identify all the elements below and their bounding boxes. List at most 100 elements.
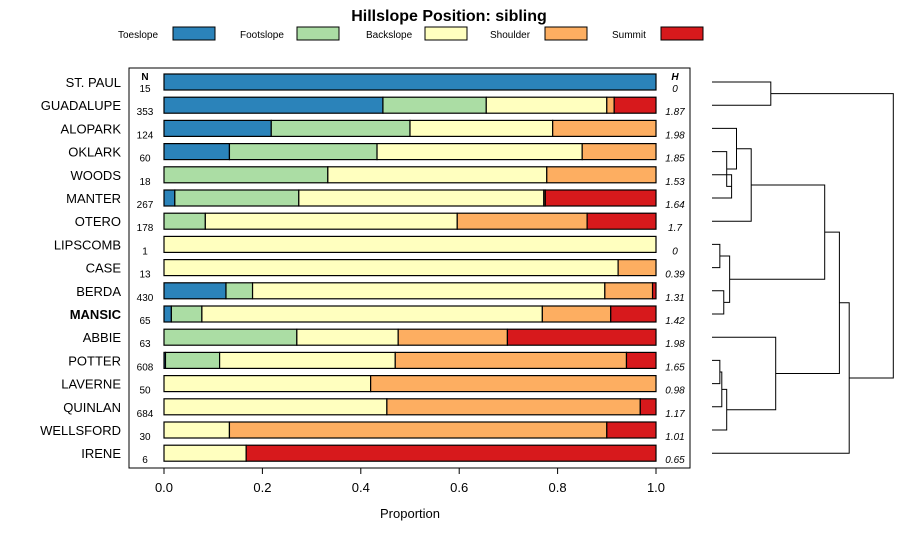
x-tick-label: 1.0 bbox=[647, 480, 665, 495]
n-value: 30 bbox=[139, 432, 151, 443]
row-manter: MANTER 267 1.64 bbox=[66, 189, 685, 211]
bar-segment-toeslope bbox=[163, 96, 384, 114]
x-tick-label: 0.2 bbox=[253, 480, 271, 495]
bar-segment-backslope bbox=[218, 351, 396, 369]
legend-swatch-footslope bbox=[296, 26, 340, 41]
bar-segment-shoulder bbox=[228, 421, 608, 439]
bar-segment-shoulder bbox=[386, 398, 641, 416]
bar-segment-backslope bbox=[298, 189, 545, 207]
row-woods: WOODS 18 1.53 bbox=[70, 166, 685, 188]
h-value: 1.98 bbox=[665, 339, 685, 350]
bar-segment-backslope bbox=[296, 328, 399, 346]
series-label: WOODS bbox=[70, 168, 121, 183]
bar-segment-footslope bbox=[170, 305, 203, 323]
legend-label-summit: Summit bbox=[612, 30, 646, 41]
series-label: BERDA bbox=[76, 284, 121, 299]
series-label: IRENE bbox=[81, 446, 121, 461]
bar-segment-backslope bbox=[163, 259, 619, 277]
n-value: 50 bbox=[139, 386, 151, 397]
legend-swatch-toeslope bbox=[172, 26, 216, 41]
row-irene: IRENE 6 0.65 bbox=[81, 444, 685, 466]
row-wellsford: WELLSFORD 30 1.01 bbox=[40, 421, 685, 443]
h-value: 0.65 bbox=[665, 455, 685, 466]
row-mansic: MANSIC 65 1.42 bbox=[70, 305, 685, 327]
legend-label-backslope: Backslope bbox=[366, 30, 413, 41]
bar-segment-summit bbox=[651, 282, 657, 300]
legend-label-shoulder: Shoulder bbox=[490, 30, 531, 41]
series-label: POTTER bbox=[68, 353, 121, 368]
bar-segment-footslope bbox=[174, 189, 300, 207]
n-value: 684 bbox=[137, 409, 154, 420]
legend-label-footslope: Footslope bbox=[240, 30, 284, 41]
h-value: 1.17 bbox=[665, 409, 685, 420]
n-value: 60 bbox=[139, 154, 151, 165]
series-label: ST. PAUL bbox=[66, 75, 121, 90]
row-otero: OTERO 178 1.7 bbox=[75, 212, 682, 234]
row-lipscomb: LIPSCOMB 1 0 bbox=[54, 235, 678, 257]
row-guadalupe: GUADALUPE 353 1.87 bbox=[41, 96, 685, 118]
dendrogram-branch bbox=[712, 302, 850, 454]
bar-segment-shoulder bbox=[394, 351, 628, 369]
bar-segment-toeslope bbox=[163, 143, 231, 161]
h-value: 1.64 bbox=[665, 200, 685, 211]
x-axis-label: Proportion bbox=[380, 506, 440, 521]
dendrogram-branch bbox=[712, 243, 721, 269]
bar-segment-footslope bbox=[163, 212, 206, 230]
row-potter: POTTER 608 1.65 bbox=[68, 351, 685, 373]
dendrogram-branch bbox=[712, 359, 721, 385]
x-tick-label: 0.0 bbox=[155, 480, 173, 495]
row-st-paul: ST. PAUL 15 0 bbox=[66, 73, 678, 95]
bar-segment-backslope bbox=[327, 166, 548, 184]
x-tick-label: 0.8 bbox=[549, 480, 567, 495]
h-value: 1.85 bbox=[665, 154, 685, 165]
x-tick-label: 0.6 bbox=[450, 480, 468, 495]
h-value: 0 bbox=[672, 246, 678, 257]
h-value: 1.01 bbox=[665, 432, 684, 443]
h-value: 1.98 bbox=[665, 130, 685, 141]
n-value: 13 bbox=[139, 270, 151, 281]
bar-segment-backslope bbox=[485, 96, 608, 114]
bar-segment-shoulder bbox=[617, 259, 657, 277]
n-value: 18 bbox=[139, 177, 151, 188]
bar-segment-footslope bbox=[270, 119, 411, 138]
bar-segment-summit bbox=[613, 96, 657, 114]
series-label: LIPSCOMB bbox=[54, 237, 121, 252]
series-label: OTERO bbox=[75, 214, 121, 229]
x-axis: 0.0 0.2 0.4 0.6 0.8 1.0 bbox=[155, 468, 665, 495]
row-laverne: LAVERNE 50 0.98 bbox=[61, 375, 685, 397]
bar-segment-footslope bbox=[382, 96, 487, 114]
n-value: 124 bbox=[137, 130, 154, 141]
bar-segment-toeslope bbox=[163, 305, 172, 323]
dendrogram-branch bbox=[712, 81, 772, 106]
dendrogram-branch bbox=[712, 388, 728, 431]
row-case: CASE 13 0.39 bbox=[86, 259, 685, 281]
bar-segment-footslope bbox=[228, 143, 378, 161]
dendrogram-branch bbox=[719, 255, 731, 303]
h-value: 1.7 bbox=[668, 223, 682, 234]
bar-segment-summit bbox=[639, 398, 657, 416]
series-label: LAVERNE bbox=[61, 377, 121, 392]
dendrogram-branch bbox=[729, 184, 826, 280]
bar-segment-shoulder bbox=[456, 212, 588, 230]
row-oklark: OKLARK 60 1.85 bbox=[68, 143, 685, 165]
n-value: 608 bbox=[137, 362, 154, 373]
bar-segment-summit bbox=[506, 328, 657, 346]
legend: Toeslope Footslope Backslope Shoulder Summit bbox=[118, 26, 704, 41]
h-value: 1.87 bbox=[665, 107, 685, 118]
bar-segment-shoulder bbox=[546, 166, 657, 184]
chart-title: Hillslope Position: sibling bbox=[351, 8, 547, 25]
dendrogram-branch bbox=[770, 93, 894, 379]
n-value: 15 bbox=[139, 84, 151, 95]
n-value: 1 bbox=[142, 246, 148, 257]
h-value: 1.65 bbox=[665, 362, 685, 373]
bar-segment-shoulder bbox=[397, 328, 509, 346]
row-quinlan: QUINLAN 684 1.17 bbox=[63, 398, 685, 420]
bar-segment-toeslope bbox=[163, 73, 657, 91]
bar-segment-summit bbox=[606, 421, 657, 439]
dendrogram-branch bbox=[712, 290, 725, 315]
bar-segment-backslope bbox=[163, 421, 231, 439]
bar-segment-footslope bbox=[163, 328, 298, 346]
row-abbie: ABBIE 63 1.98 bbox=[83, 328, 685, 350]
n-value: 6 bbox=[142, 455, 148, 466]
bar-segment-summit bbox=[586, 212, 657, 230]
